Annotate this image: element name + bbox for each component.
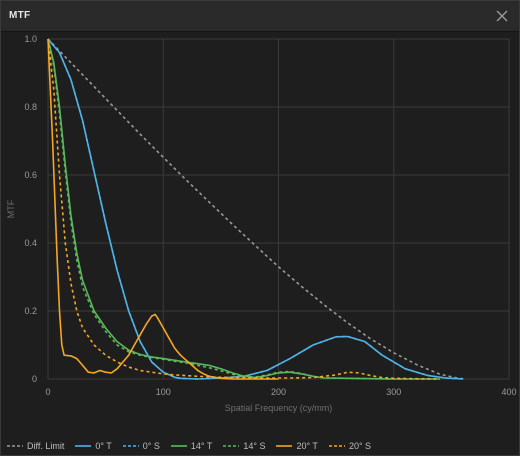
- y-tick-label: 0.4: [24, 238, 37, 248]
- y-axis-label: MTF: [6, 199, 16, 218]
- mtf-chart: 0 100 200 300 400 0 0.2 0.4 0.6 0.8 1.0 Spatial Fre…: [6, 34, 517, 413]
- y-tick-label: 0: [32, 374, 37, 384]
- x-axis-label: Spatial Frequency (cy/mm): [225, 403, 333, 413]
- legend-swatch: [7, 445, 23, 447]
- title-bar: MTF: [1, 1, 519, 32]
- legend-label: 14° T: [190, 441, 213, 451]
- y-tick-label: 0.2: [24, 306, 37, 316]
- close-icon[interactable]: [495, 9, 509, 23]
- x-tick-label: 300: [386, 387, 401, 397]
- legend-label: 20° S: [348, 441, 372, 451]
- legend-swatch: [75, 445, 92, 447]
- x-tick-label: 400: [501, 387, 516, 397]
- x-tick-label: 200: [271, 387, 286, 397]
- legend-item[interactable]: 20° S: [328, 441, 372, 451]
- series-line-20-t: [47, 38, 279, 380]
- legend-swatch: [328, 445, 345, 447]
- legend-item[interactable]: 14° S: [223, 441, 265, 451]
- series-line-0-s: [47, 38, 463, 380]
- legend-label: 0° S: [142, 441, 160, 451]
- chart-legend: Diff. Limit 0° T 0° S 14° T 14° S 20° T 20° S: [7, 439, 382, 453]
- legend-label: 14° S: [243, 441, 266, 451]
- legend-item[interactable]: 20° T: [276, 441, 318, 451]
- legend-label: Diff. Limit: [27, 441, 65, 451]
- legend-swatch: [276, 445, 293, 447]
- x-tick-label: 0: [45, 387, 50, 397]
- x-tick-label: 100: [156, 387, 171, 397]
- legend-label: 0° T: [95, 441, 112, 451]
- legend-swatch: [223, 445, 240, 447]
- y-tick-label: 0.8: [24, 102, 37, 112]
- window-title: MTF: [9, 10, 31, 21]
- y-tick-label: 0.6: [24, 170, 37, 180]
- legend-swatch: [122, 445, 139, 447]
- legend-item[interactable]: 0° T: [75, 441, 112, 451]
- legend-item[interactable]: 0° S: [122, 441, 160, 451]
- legend-swatch: [170, 445, 187, 447]
- legend-item[interactable]: 14° T: [170, 441, 213, 451]
- legend-label: 20° T: [296, 441, 318, 451]
- legend-item[interactable]: Diff. Limit: [7, 441, 64, 451]
- y-tick-label: 1.0: [24, 34, 37, 44]
